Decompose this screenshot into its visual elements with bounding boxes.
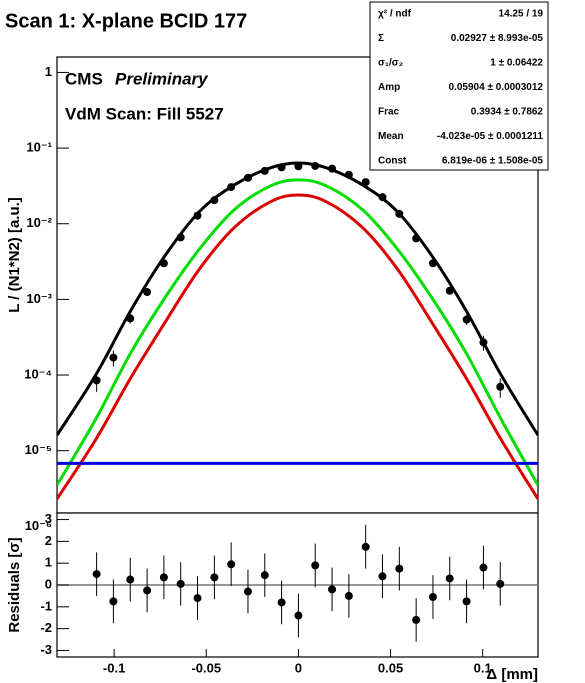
data-point <box>92 570 101 579</box>
data-point <box>378 572 387 581</box>
data-point <box>395 564 404 573</box>
data-point <box>294 611 303 620</box>
fit-curve <box>57 178 538 486</box>
plot-area <box>57 525 538 642</box>
data-point <box>243 587 252 596</box>
y-axis-title: Residuals [σ] <box>6 537 23 632</box>
data-point <box>361 178 370 187</box>
y-tick-label: -3 <box>40 642 52 657</box>
data-point <box>445 286 454 295</box>
x-tick-label: -0.1 <box>103 660 125 675</box>
data-point <box>227 183 236 192</box>
y-tick-label: 10⁻⁴ <box>24 366 52 381</box>
data-point <box>428 593 437 601</box>
data-point <box>378 193 387 202</box>
stats-value: 1 ± 0.06422 <box>490 58 543 69</box>
stats-label: Mean <box>378 131 404 142</box>
data-point <box>277 598 286 607</box>
y-tick-label: 1 <box>45 64 52 79</box>
data-point <box>92 376 101 385</box>
data-point <box>311 561 320 570</box>
data-point <box>294 162 303 171</box>
data-point <box>109 597 118 606</box>
data-point <box>462 315 471 324</box>
fit-curve <box>57 193 538 500</box>
data-point <box>344 170 353 179</box>
stats-label: σ₁/σ₂ <box>378 58 403 69</box>
stats-label: Amp <box>378 82 400 93</box>
y-tick-label: 10⁻⁵ <box>25 442 52 457</box>
data-point <box>328 164 337 173</box>
x-axis-title: Δ [mm] <box>486 666 538 683</box>
data-point <box>412 615 421 624</box>
x-tick-label: -0.05 <box>191 660 221 675</box>
data-point <box>395 209 404 218</box>
annotation: Preliminary <box>115 69 209 88</box>
y-tick-label: 10⁻³ <box>26 291 52 306</box>
data-point <box>260 166 269 175</box>
stats-label: Const <box>378 156 407 167</box>
data-point <box>479 338 488 347</box>
data-point <box>277 163 286 172</box>
y-tick-label: 10⁻⁶ <box>25 518 52 533</box>
y-tick-label: 1 <box>45 555 52 570</box>
data-point <box>210 196 219 205</box>
data-point <box>311 161 320 170</box>
data-point <box>496 579 505 588</box>
y-tick-label: 0 <box>45 576 52 591</box>
y-tick-label: -2 <box>40 620 52 635</box>
data-point <box>176 233 185 242</box>
stats-label: Σ <box>378 33 384 44</box>
y-axis-title: L / (N1*N2) [a.u.] <box>6 197 23 313</box>
y-tick-label: 2 <box>45 533 52 548</box>
annotation: CMS <box>65 69 103 88</box>
stats-label: χ² / ndf <box>378 9 412 20</box>
stats-box <box>369 1 549 171</box>
data-point <box>445 574 454 583</box>
data-point <box>126 314 135 323</box>
stats-value: 0.05904 ± 0.0003012 <box>449 82 544 93</box>
data-point <box>479 563 488 572</box>
x-tick-label: 0.05 <box>378 660 403 675</box>
data-point <box>210 573 219 582</box>
stats-value: 0.3934 ± 0.7862 <box>471 107 544 118</box>
y-tick-label: 3 <box>45 511 52 526</box>
x-tick-label: 0 <box>295 660 302 675</box>
data-point <box>361 542 370 551</box>
data-point <box>412 234 421 243</box>
data-point <box>193 211 202 220</box>
data-point <box>143 586 152 595</box>
stats-value: 6.819e-06 ± 1.508e-05 <box>442 156 544 167</box>
data-point <box>126 575 135 584</box>
stats-label: Frac <box>378 107 400 118</box>
y-tick-label: -1 <box>40 598 52 613</box>
data-point <box>109 353 118 362</box>
stats-value: 0.02927 ± 8.993e-05 <box>451 33 544 44</box>
stats-value: -4.023e-05 ± 0.0001211 <box>437 131 544 142</box>
data-point <box>344 591 353 600</box>
data-point <box>193 594 202 603</box>
data-point <box>143 288 152 297</box>
data-point <box>243 173 252 182</box>
data-point <box>496 382 505 391</box>
data-point <box>159 573 168 582</box>
annotation: VdM Scan: Fill 5527 <box>65 104 224 123</box>
stats-value: 14.25 / 19 <box>499 9 544 20</box>
data-point <box>462 597 471 606</box>
data-point <box>328 585 337 594</box>
y-tick-label: 10⁻² <box>26 215 52 230</box>
x-tick-label: 0.1 <box>474 660 492 675</box>
plot-area <box>57 161 538 500</box>
chart-title: Scan 1: X-plane BCID 177 <box>5 10 247 32</box>
data-point <box>227 560 236 569</box>
y-tick-label: 10⁻¹ <box>26 140 52 155</box>
data-point <box>176 579 185 588</box>
data-point <box>260 571 269 580</box>
data-point <box>159 259 168 268</box>
data-point <box>428 259 437 268</box>
